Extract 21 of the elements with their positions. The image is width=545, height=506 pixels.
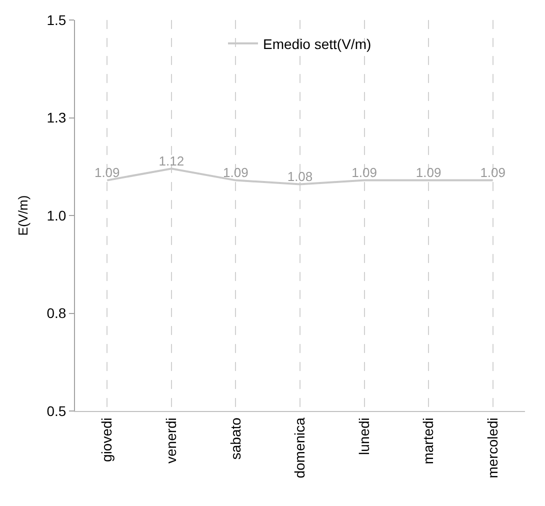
y-tick-label: 1.3	[46, 110, 66, 126]
y-tick-label: 0.8	[46, 305, 66, 322]
x-tick-label: mercoledi	[484, 418, 500, 478]
data-label: 1.12	[158, 153, 184, 168]
data-label: 1.09	[416, 165, 442, 180]
data-label: 1.09	[94, 165, 120, 180]
x-tick-label: lunedi	[356, 418, 372, 455]
y-tick-label: 1.0	[46, 207, 66, 224]
x-tick-label: domenica	[292, 417, 308, 478]
x-tick-label: martedi	[420, 418, 436, 464]
data-label: 1.09	[480, 165, 506, 180]
data-label: 1.09	[223, 165, 248, 180]
y-axis-title: E(V/m)	[16, 195, 31, 236]
x-tick-label: giovedi	[98, 418, 115, 462]
data-label: 1.08	[287, 168, 313, 184]
y-tick-label: 0.5	[46, 402, 66, 419]
legend-label: Emedio sett(V/m)	[263, 36, 372, 52]
data-label: 1.09	[352, 165, 377, 180]
x-tick-label: venerdi	[162, 418, 179, 464]
x-tick-label: sabato	[227, 417, 244, 460]
y-tick-label: 1.5	[46, 12, 66, 28]
